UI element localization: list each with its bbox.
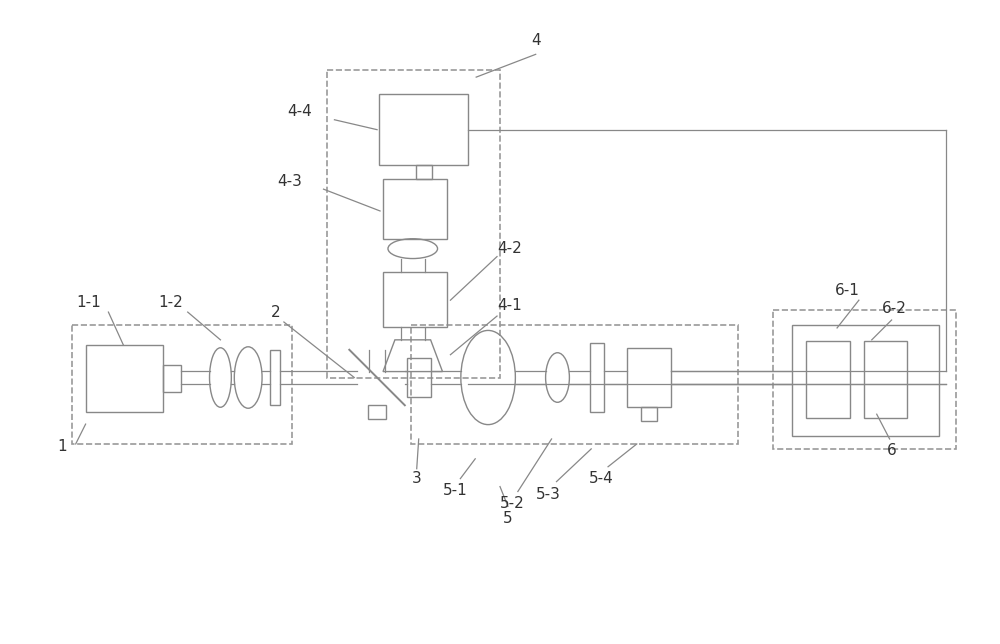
Text: 4-4: 4-4 xyxy=(287,104,312,119)
Text: 4: 4 xyxy=(531,33,541,48)
Text: 5-1: 5-1 xyxy=(443,483,468,498)
Bar xyxy=(383,179,447,239)
Text: 1: 1 xyxy=(57,439,67,455)
Bar xyxy=(368,405,386,419)
Text: 3: 3 xyxy=(412,471,422,486)
Bar xyxy=(627,348,671,407)
Bar xyxy=(327,70,500,377)
Bar xyxy=(270,350,280,405)
Bar xyxy=(773,310,956,449)
Bar xyxy=(641,407,657,421)
Bar xyxy=(383,272,447,327)
Text: 1-1: 1-1 xyxy=(76,295,101,310)
Bar xyxy=(864,341,907,418)
Text: 5-2: 5-2 xyxy=(500,496,524,511)
Bar xyxy=(590,343,604,412)
Text: 5-3: 5-3 xyxy=(536,487,561,502)
Text: 6-2: 6-2 xyxy=(882,301,907,316)
Bar xyxy=(407,357,431,397)
Bar xyxy=(86,345,163,412)
Bar xyxy=(72,325,292,444)
Text: 2: 2 xyxy=(271,305,281,319)
Text: 4-2: 4-2 xyxy=(498,241,522,256)
Text: 6-1: 6-1 xyxy=(835,283,859,298)
Text: 4-1: 4-1 xyxy=(498,298,522,312)
Text: 5: 5 xyxy=(503,511,513,526)
Bar xyxy=(163,365,181,392)
Text: 6: 6 xyxy=(887,443,896,459)
Text: 4-3: 4-3 xyxy=(277,174,302,189)
Bar xyxy=(792,325,939,436)
Bar xyxy=(411,325,738,444)
Bar xyxy=(379,94,468,166)
Text: 1-2: 1-2 xyxy=(158,295,183,310)
Bar xyxy=(416,166,432,179)
Text: 5-4: 5-4 xyxy=(589,471,613,486)
Bar xyxy=(806,341,850,418)
